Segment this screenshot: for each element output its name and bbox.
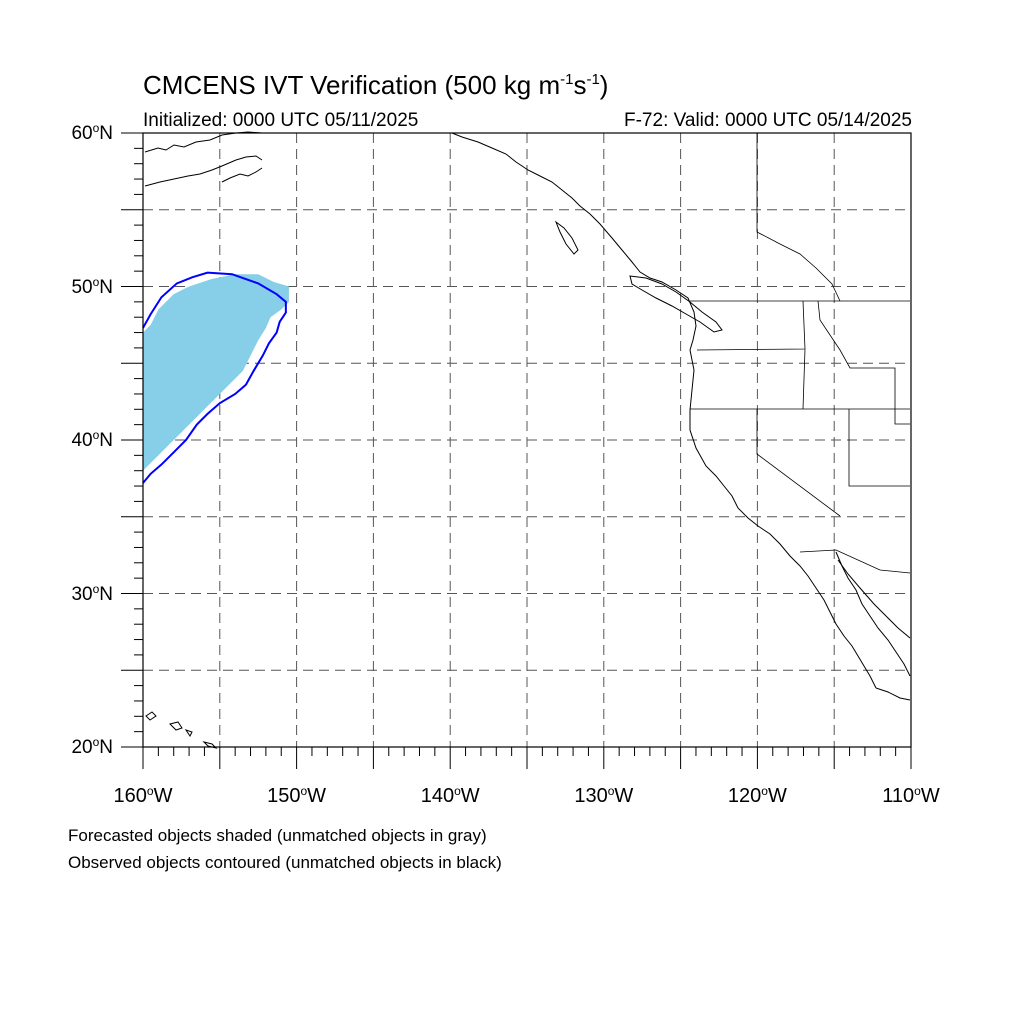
lon-label: 120oW [727,784,787,807]
observed-note: Observed objects contoured (unmatched ob… [68,853,502,872]
mexico-coastline [837,559,911,639]
vancouver-island [629,275,723,333]
alaska-coastline [144,131,275,187]
lon-label: 150oW [267,784,327,807]
observed-object-contour [142,271,287,484]
coastlines [144,131,911,749]
lat-label: 40oN [71,428,113,451]
lon-label: 160oW [113,784,173,807]
haida-gwaii [554,220,579,255]
graticule [143,133,911,747]
lat-label: 50oN [71,274,113,298]
ca-nv-border [756,409,841,517]
us-mexico-border [799,549,911,574]
forecast-note: Forecasted objects shaded (unmatched obj… [68,826,487,845]
map-frame [121,132,912,769]
ivt-objects [142,271,289,484]
initialized-label: Initialized: 0000 UTC 05/11/2025 [143,110,419,131]
map-title: CMCENS IVT Verification (500 kg m-1s-1) [143,70,609,100]
bc-alberta-border [756,133,841,302]
wa-or-border [696,300,806,410]
hawaii-islands [145,711,218,749]
nv-ut-border [848,409,910,487]
forecast-object-shade [143,274,289,471]
lon-label: 130oW [574,784,634,807]
us-west-coastline [689,349,877,689]
lat-label: 60oN [71,121,113,144]
lat-label: 20oN [71,735,113,758]
lat-label: 30oN [71,581,113,605]
baja-coastline [835,551,911,701]
id-mt-border [817,300,910,425]
lon-label: 140oW [420,784,480,807]
bc-coastline [451,132,697,351]
valid-time-label: F-72: Valid: 0000 UTC 05/14/2025 [624,110,912,131]
lon-label: 110oW [882,784,940,807]
